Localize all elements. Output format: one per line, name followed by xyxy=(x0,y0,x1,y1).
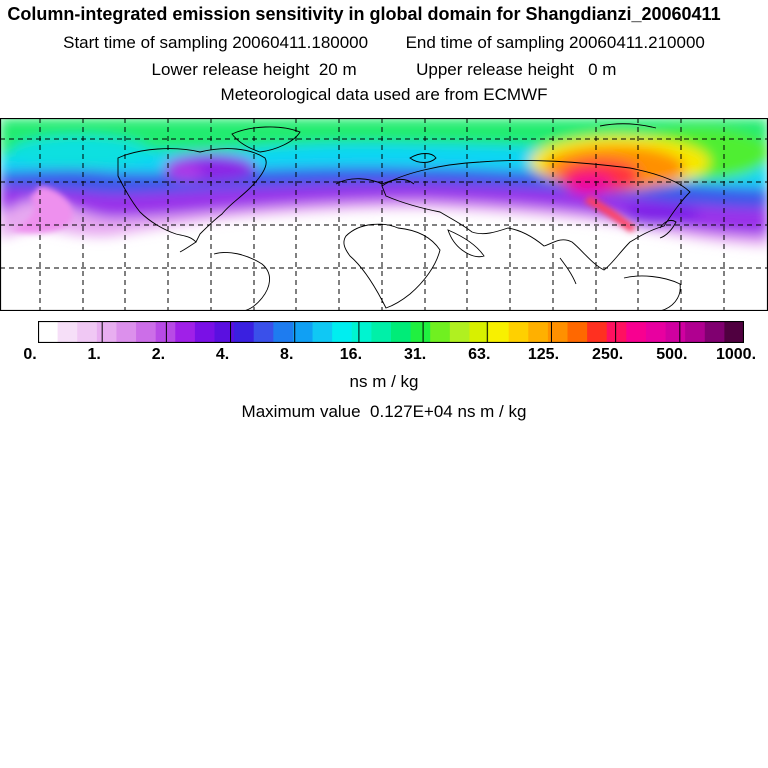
colorbar-tick-label: 250. xyxy=(592,346,624,363)
colorbar-swatch xyxy=(273,321,294,343)
colorbar-swatch xyxy=(351,321,372,343)
colorbar-swatch xyxy=(214,321,235,343)
colorbar-unit: ns m / kg xyxy=(349,372,419,391)
colorbar-swatch xyxy=(469,321,490,343)
graticule xyxy=(0,118,768,311)
met-data-note: Meteorological data used are from ECMWF xyxy=(220,85,548,104)
colorbar-swatch xyxy=(645,321,667,343)
colorbar-swatch xyxy=(704,321,725,343)
release-heights: Lower release height 20 m Upper release … xyxy=(0,60,768,80)
maximum-value: Maximum value 0.127E+04 ns m / kg xyxy=(0,402,768,422)
plume-streak-pink-pacific xyxy=(10,186,73,234)
plume-blob-cyan-west xyxy=(10,136,150,168)
colorbar-swatch xyxy=(292,321,314,343)
colorbar-swatch xyxy=(410,321,431,343)
upper-height-label: Upper release height xyxy=(416,60,574,79)
sampling-end-value: 20060411.210000 xyxy=(569,33,705,52)
colorbar-swatch xyxy=(508,321,529,343)
colorbar-tick-label: 1000. xyxy=(715,346,757,363)
colorbar-swatch xyxy=(77,321,98,343)
colorbar-tick-label: 8. xyxy=(280,346,294,363)
colorbar-swatch xyxy=(136,321,157,343)
colorbar-tick-label: 16. xyxy=(339,346,363,363)
colorbar-swatch xyxy=(96,321,118,343)
colorbar-tick-label: 63. xyxy=(468,346,491,363)
colorbar-swatch xyxy=(253,321,274,343)
colorbar-tick-label: 31. xyxy=(403,346,427,363)
colorbar-swatch xyxy=(175,321,196,343)
colorbar-swatch xyxy=(194,321,216,343)
colorbar-swatch xyxy=(430,321,451,343)
sampling-start-label: Start time of sampling xyxy=(63,33,228,52)
colorbar-swatch xyxy=(155,321,176,343)
colorbar-swatch xyxy=(567,321,588,343)
maximum-value-number: 0.127E+04 ns m / kg xyxy=(370,402,527,421)
colorbar-swatch xyxy=(38,321,59,343)
plume-blob-magenta-asia xyxy=(566,174,614,194)
colorbar-swatch xyxy=(587,321,608,343)
colorbar-swatch xyxy=(626,321,647,343)
colorbar-swatch xyxy=(234,321,255,343)
colorbar-tick-label: 2. xyxy=(151,346,166,363)
colorbar-swatch xyxy=(312,321,333,343)
colorbar-tick-label: 0. xyxy=(23,346,37,363)
colorbar-ticks: 0. 1. 2. 4. 8. 16. 31. 63. 125. 250. 500. 1000. xyxy=(0,346,768,366)
colorbar-tick-label: 1. xyxy=(87,346,101,363)
emission-sensitivity-map xyxy=(0,118,768,311)
map-title: Column-integrated emission sensitivity i… xyxy=(7,4,721,24)
colorbar-tick-label: 125. xyxy=(527,346,560,363)
colorbar-swatch xyxy=(116,321,137,343)
plume-band-green xyxy=(0,118,768,160)
colorbar-swatch xyxy=(606,321,627,343)
colorbar-swatch xyxy=(371,321,392,343)
colorbar-swatch xyxy=(547,321,569,343)
colorbar-swatch xyxy=(724,321,744,343)
maximum-value-label: Maximum value xyxy=(241,402,361,421)
colorbar-frame xyxy=(38,321,744,343)
lower-height-label: Lower release height xyxy=(151,60,310,79)
plume-blob-purple-canada-core xyxy=(167,164,203,180)
plume-streak-red-china xyxy=(584,196,636,232)
colorbar-swatch xyxy=(449,321,471,343)
colorbar-swatch xyxy=(489,321,510,343)
sampling-start-value: 20060411.180000 xyxy=(232,33,369,52)
colorbar-swatch xyxy=(57,321,78,343)
lower-height-value: 20 m xyxy=(318,60,357,79)
colorbar-swatch xyxy=(332,321,353,343)
colorbar-tick-label: 4. xyxy=(215,346,230,363)
colorbar-tick-label: 500. xyxy=(656,346,688,363)
colorbar-swatch xyxy=(685,321,706,343)
upper-height-value: 0 m xyxy=(588,60,617,79)
sampling-times: Start time of sampling 20060411.180000 E… xyxy=(0,33,768,53)
colorbar-swatch xyxy=(528,321,549,343)
sampling-end-label: End time of sampling xyxy=(405,33,565,52)
colorbar xyxy=(38,321,744,343)
plume-blob-violet-japan xyxy=(620,202,700,226)
colorbar-swatch xyxy=(665,321,686,343)
colorbar-swatch xyxy=(391,321,412,343)
